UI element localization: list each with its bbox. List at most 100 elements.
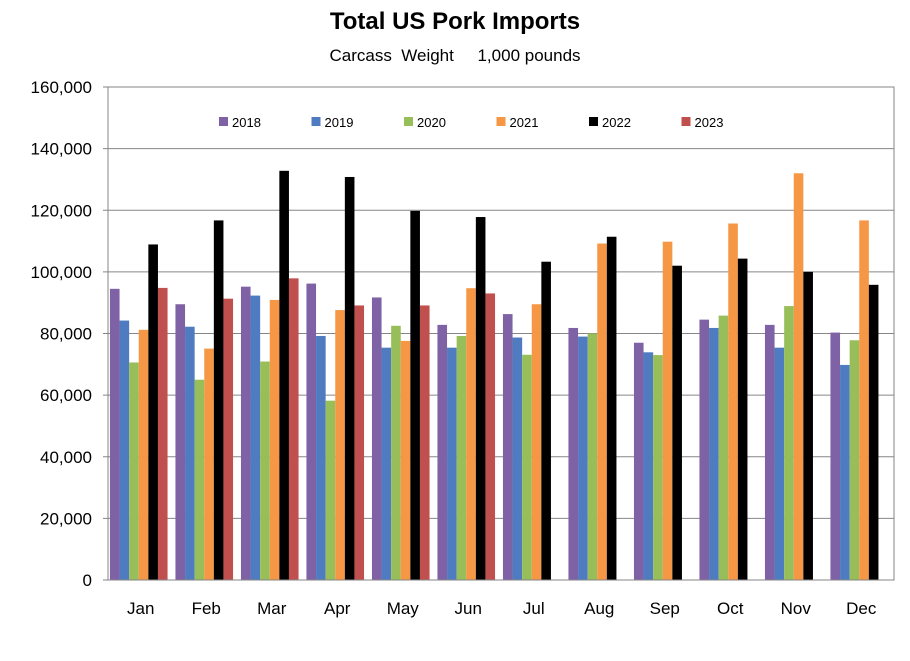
bar-2019-oct — [709, 327, 719, 580]
bar-2023-may — [419, 305, 430, 580]
x-tick-label: Jul — [523, 599, 545, 618]
bars-layer — [109, 170, 879, 580]
legend-swatch — [404, 117, 413, 126]
bar-2021-jul — [531, 304, 542, 580]
bar-2020-jan — [129, 362, 139, 580]
legend-label: 2021 — [510, 115, 539, 130]
y-tick-label: 80,000 — [40, 325, 92, 344]
x-tick-label: Feb — [192, 599, 221, 618]
x-tick-label: May — [387, 599, 420, 618]
bar-2019-dec — [840, 364, 850, 580]
bar-2023-jan — [157, 287, 168, 580]
bar-2018-feb — [175, 304, 186, 580]
x-tick-label: Jun — [455, 599, 482, 618]
bar-2022-dec — [868, 284, 879, 580]
legend-label: 2018 — [232, 115, 261, 130]
bar-2018-dec — [830, 332, 841, 580]
bar-2022-aug — [606, 236, 617, 580]
y-tick-label: 0 — [83, 571, 92, 590]
y-tick-label: 160,000 — [31, 78, 92, 97]
legend-label: 2023 — [695, 115, 724, 130]
bar-2019-feb — [185, 326, 195, 580]
bar-2023-mar — [288, 278, 299, 580]
y-tick-label: 100,000 — [31, 263, 92, 282]
legend-label: 2019 — [325, 115, 354, 130]
x-tick-label: Jan — [127, 599, 154, 618]
bar-2020-jul — [522, 354, 532, 580]
bar-2020-mar — [260, 361, 270, 580]
bar-2019-aug — [578, 336, 588, 580]
bar-2022-jul — [541, 261, 551, 580]
bar-2021-jan — [138, 329, 149, 580]
bar-2018-aug — [568, 327, 579, 580]
bar-2018-oct — [699, 319, 710, 580]
bar-2019-nov — [774, 347, 785, 580]
legend-label: 2020 — [417, 115, 446, 130]
bar-2021-oct — [728, 223, 738, 580]
legend: 2018 2019 2020 2021 2022 2023 — [219, 115, 723, 130]
axis-layer: 0 20,000 40,000 60,000 80,000 100,000 120,000 1… — [31, 78, 877, 618]
chart-title: Total US Pork Imports — [329, 8, 581, 35]
y-tick-label: 140,000 — [31, 140, 92, 159]
bar-2020-apr — [325, 400, 336, 580]
bar-2020-oct — [718, 315, 729, 580]
legend-swatch — [311, 117, 321, 126]
x-tick-label: Oct — [717, 599, 744, 618]
bar-2022-may — [410, 210, 420, 580]
bar-2022-jan — [148, 244, 158, 580]
x-tick-label: Dec — [846, 599, 877, 618]
x-tick-label: Mar — [257, 599, 287, 618]
bar-2022-nov — [803, 271, 813, 580]
bar-2020-jun — [456, 335, 467, 580]
bar-2022-oct — [737, 258, 748, 580]
bar-2021-mar — [269, 299, 280, 580]
legend-swatch — [219, 117, 228, 126]
bar-2019-jul — [512, 337, 523, 580]
bar-2023-jun — [485, 293, 496, 580]
bar-2019-jun — [447, 347, 457, 580]
bar-2018-jul — [502, 314, 513, 580]
bar-2023-feb — [223, 298, 234, 580]
bar-2019-apr — [316, 335, 326, 580]
bar-2020-aug — [587, 333, 598, 580]
legend-swatch — [681, 117, 691, 126]
x-tick-label: Apr — [324, 599, 351, 618]
x-tick-label: Sep — [650, 599, 680, 618]
legend-swatch — [589, 117, 598, 126]
bar-2022-feb — [213, 220, 224, 580]
bar-2018-jan — [109, 288, 120, 580]
bar-2018-nov — [764, 324, 775, 580]
bar-2022-sep — [672, 265, 682, 580]
bar-2018-apr — [306, 283, 317, 580]
y-tick-label: 60,000 — [40, 386, 92, 405]
bar-2022-apr — [344, 176, 355, 580]
bar-2019-may — [381, 347, 392, 580]
bar-2020-nov — [784, 306, 794, 580]
y-tick-label: 20,000 — [40, 509, 92, 528]
bar-2020-dec — [849, 340, 860, 580]
bar-2021-jun — [466, 288, 476, 580]
bar-2021-nov — [793, 173, 804, 580]
y-tick-label: 40,000 — [40, 448, 92, 467]
x-tick-label: Aug — [584, 599, 614, 618]
bar-2022-jun — [475, 217, 486, 580]
y-tick-label: 120,000 — [31, 201, 92, 220]
bar-2018-may — [371, 297, 382, 580]
legend-label: 2022 — [602, 115, 631, 130]
bar-2020-sep — [653, 355, 663, 580]
legend-swatch — [496, 117, 506, 126]
bar-2018-jun — [437, 324, 448, 580]
bar-2021-feb — [204, 348, 214, 580]
x-tick-label: Nov — [781, 599, 812, 618]
bar-2021-aug — [597, 243, 607, 580]
bar-2020-feb — [194, 379, 205, 580]
bar-2021-dec — [859, 220, 869, 580]
bar-2019-mar — [250, 295, 261, 580]
bar-2021-may — [400, 340, 411, 580]
bar-2023-apr — [354, 305, 365, 580]
bar-2019-jan — [119, 320, 130, 580]
bar-2021-sep — [662, 241, 673, 580]
grid-layer — [108, 148, 894, 519]
bar-2019-sep — [643, 352, 654, 580]
bar-2020-may — [391, 325, 401, 580]
